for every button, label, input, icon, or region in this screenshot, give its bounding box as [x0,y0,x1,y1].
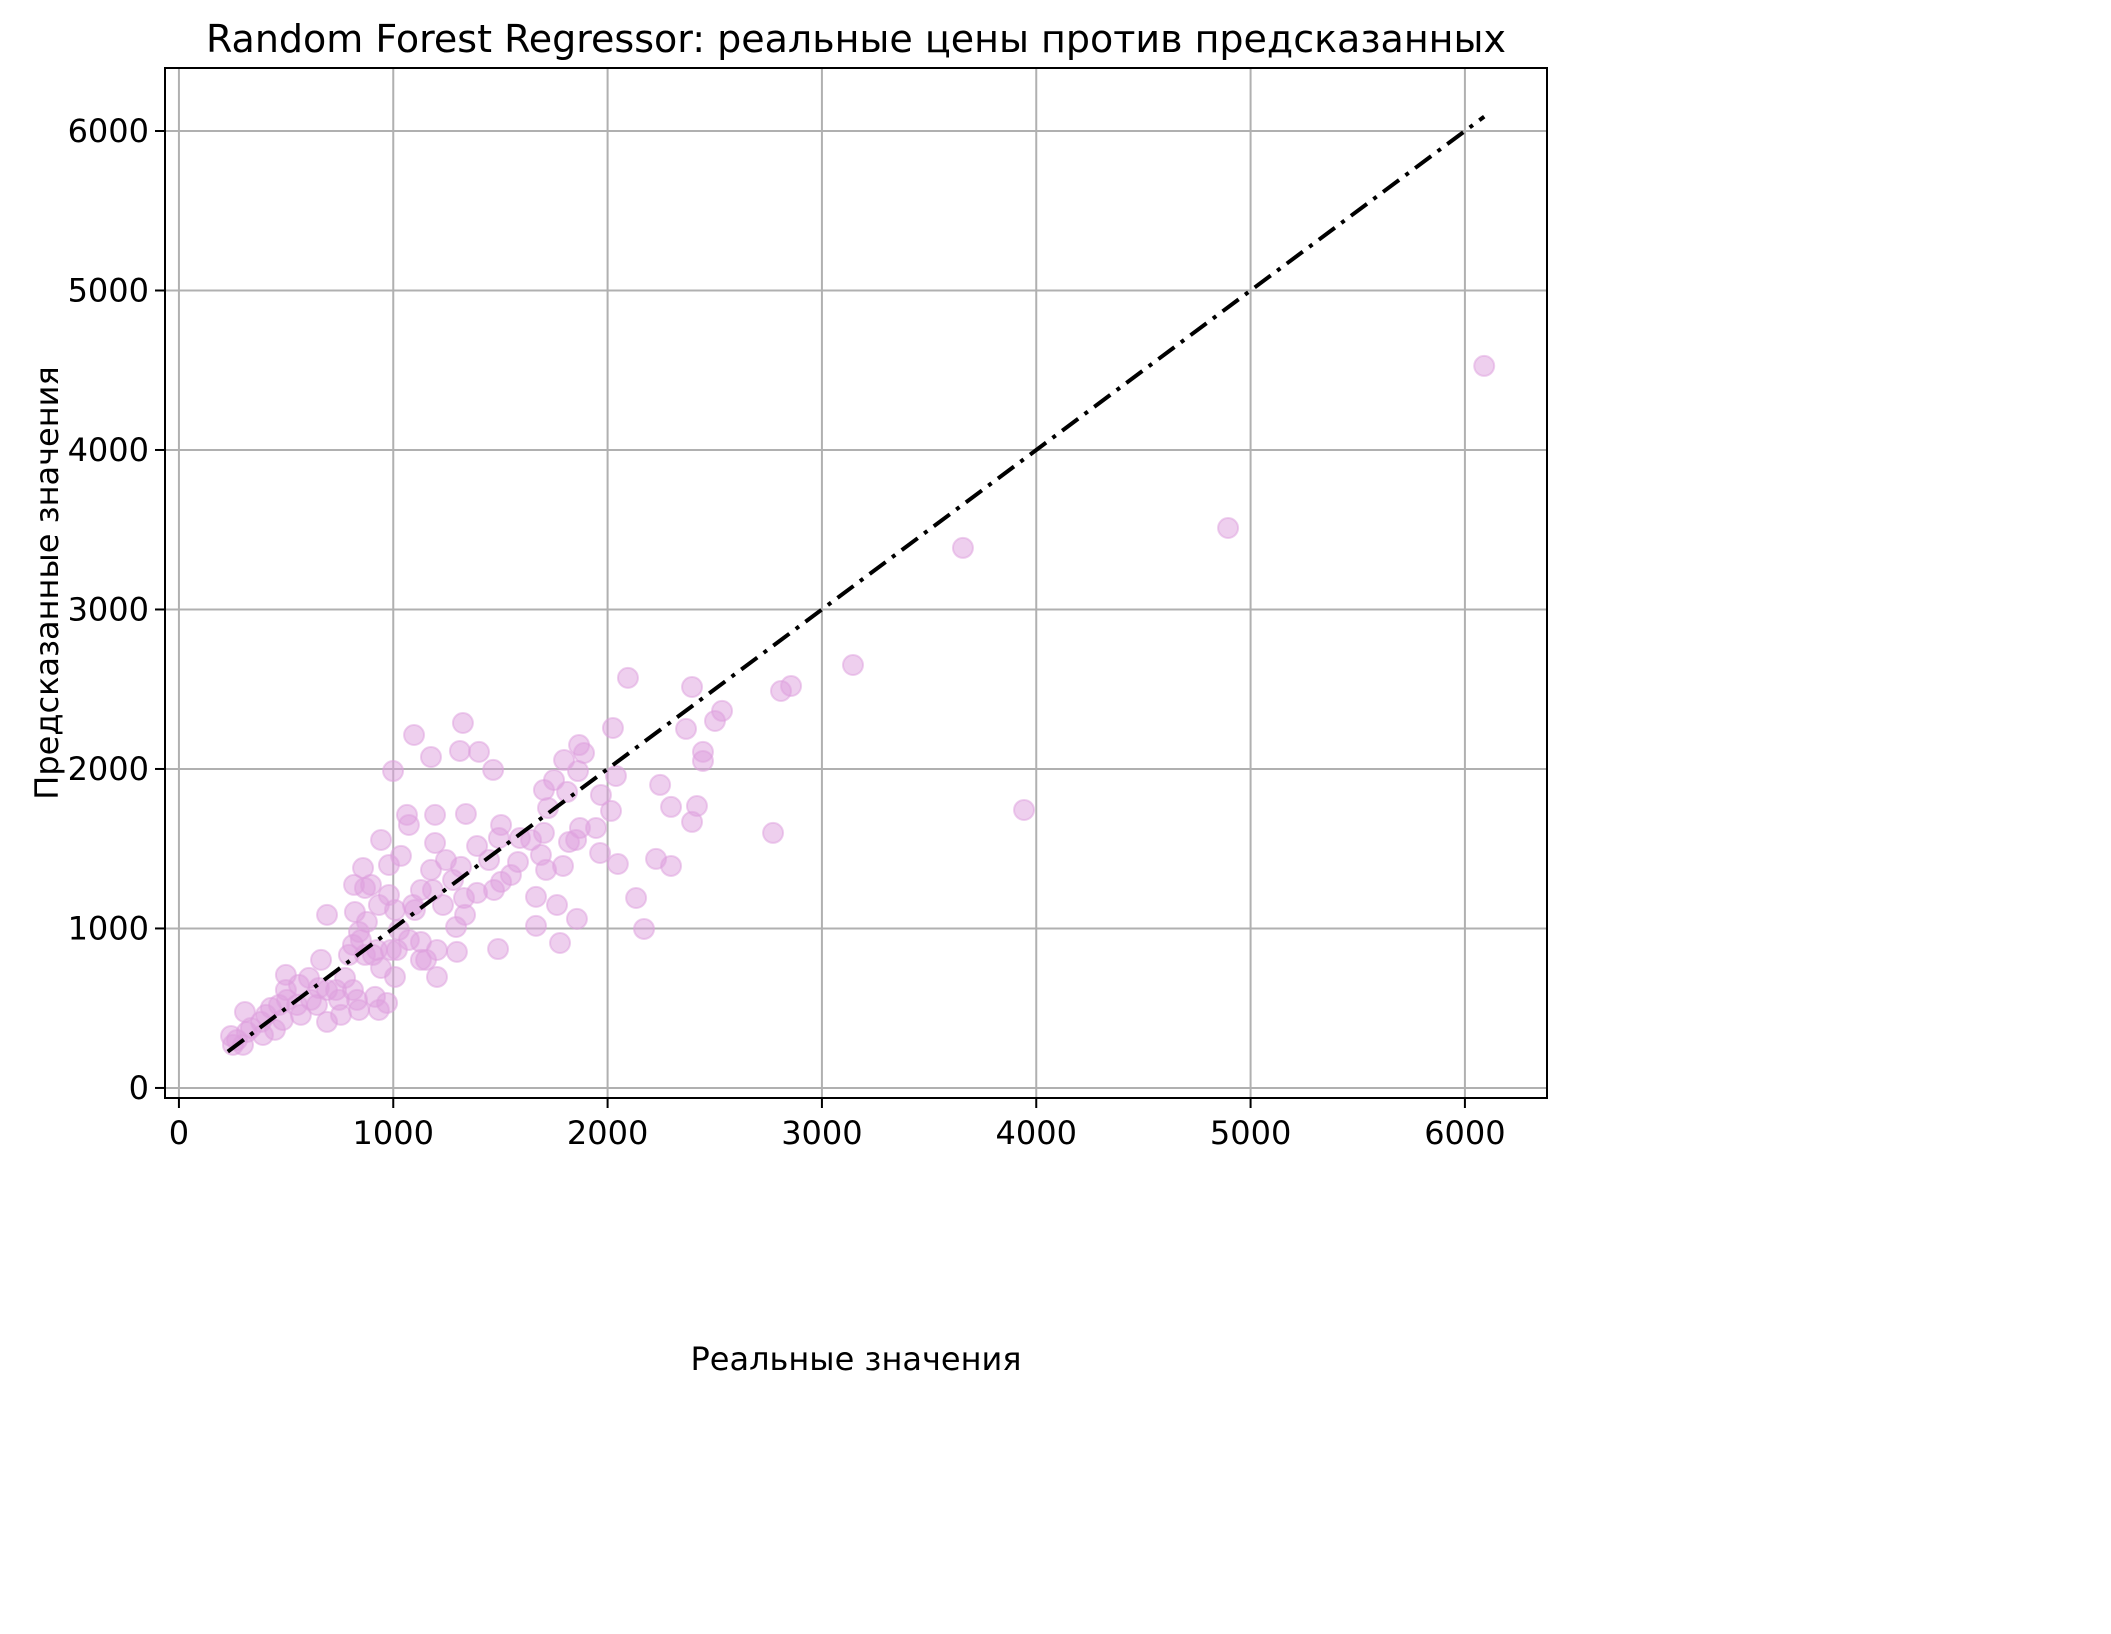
point [703,709,726,732]
y-tick-label: 2000 [68,750,149,788]
point [487,938,510,961]
point [434,849,457,872]
point [625,886,648,909]
point [445,916,468,939]
point [431,894,454,917]
point [482,758,505,781]
point [343,873,366,896]
y-tick-label: 6000 [68,112,149,150]
point [409,948,432,971]
point [424,831,447,854]
point [546,894,569,917]
point [616,666,639,689]
point [403,723,426,746]
y-tick-label: 4000 [68,431,149,469]
point [660,795,683,818]
y-tick-label: 3000 [68,590,149,628]
point [589,842,612,865]
point [525,885,548,908]
point [466,835,489,858]
point [454,802,477,825]
point [568,734,591,757]
point [310,948,333,971]
y-tick-label: 0 [129,1069,149,1107]
point [633,917,656,940]
point [451,712,474,735]
point [487,827,510,850]
point [675,717,698,740]
point [951,536,974,559]
point [367,894,390,917]
point [558,831,581,854]
point [660,854,683,877]
point [507,850,530,873]
point [762,821,785,844]
point [508,827,531,850]
point [316,979,339,1002]
point [382,760,405,783]
point [606,853,629,876]
chart-title: Random Forest Regressor: реальные цены п… [206,17,1506,61]
point [442,868,465,891]
point [419,858,442,881]
plot-frame [164,67,1548,1099]
y-tick-label: 1000 [68,909,149,947]
point [425,965,448,988]
point [525,914,548,937]
x-tick-label: 3000 [781,1114,862,1152]
point [349,928,372,951]
point [1013,798,1036,821]
point [601,716,624,739]
x-tick-label: 1000 [353,1114,434,1152]
point [549,931,572,954]
point [681,675,704,698]
point [448,739,471,762]
point [543,768,566,791]
point [467,740,490,763]
point [347,998,370,1021]
y-axis-label: Предсказанные значения [28,366,66,799]
point [424,803,447,826]
point [419,746,442,769]
x-axis-label: Реальные значения [690,1340,1021,1378]
point [691,749,714,772]
y-tick-label: 5000 [68,271,149,309]
point [376,991,399,1014]
point [316,903,339,926]
point [271,1009,294,1032]
x-tick-label: 2000 [567,1114,648,1152]
x-tick-label: 0 [169,1114,189,1152]
point [841,653,864,676]
point [649,773,672,796]
point [329,1003,352,1026]
x-tick-label: 6000 [1424,1114,1505,1152]
point [604,764,627,787]
x-tick-label: 4000 [996,1114,1077,1152]
point [681,810,704,833]
point [377,853,400,876]
point [565,907,588,930]
point [379,938,402,961]
point [553,749,576,772]
point [600,799,623,822]
point [370,828,393,851]
point [445,940,468,963]
point [529,843,552,866]
x-tick-label: 5000 [1210,1114,1291,1152]
point [1473,354,1496,377]
point [233,1001,256,1024]
point [289,1003,312,1026]
point [251,1024,274,1047]
point [589,783,612,806]
point [1217,516,1240,539]
point [397,813,420,836]
point [769,679,792,702]
